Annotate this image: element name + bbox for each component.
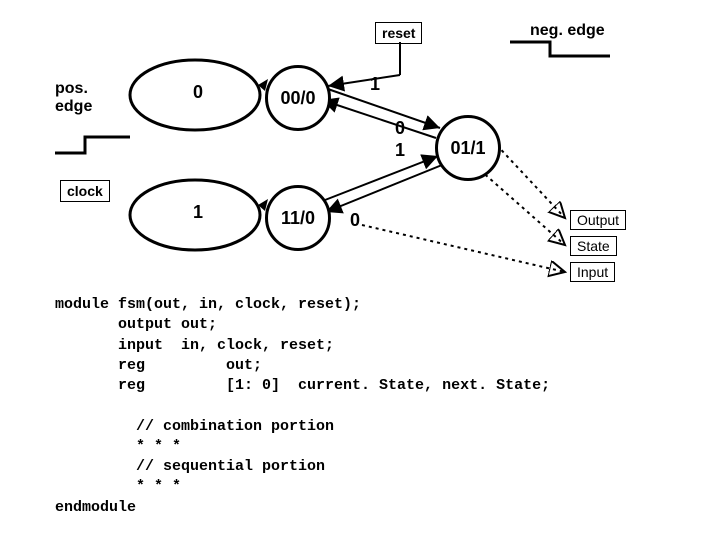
- code-l3: input in, clock, reset;: [55, 337, 334, 354]
- edge-00-01: [325, 88, 440, 128]
- code-l10: * * *: [55, 478, 181, 495]
- code-block: module fsm(out, in, clock, reset); outpu…: [55, 295, 550, 518]
- edge-01-00-label: 0: [395, 118, 405, 139]
- legend-output: Output: [570, 210, 626, 230]
- edge-01-11-label: 1: [395, 140, 405, 161]
- loop0-label: 0: [193, 82, 203, 103]
- state-00: 00/0: [265, 65, 331, 131]
- code-l9: // sequential portion: [55, 458, 325, 475]
- state-11: 11/0: [265, 185, 331, 251]
- edge-00-01-label: 1: [370, 74, 380, 95]
- loop1-label: 1: [193, 202, 203, 223]
- state-01-label: 01/1: [450, 138, 485, 159]
- code-l2: output out;: [55, 316, 217, 333]
- edge-11-01: [325, 156, 438, 200]
- code-l1: module fsm(out, in, clock, reset);: [55, 296, 361, 313]
- legend-input: Input: [570, 262, 615, 282]
- legend-output-arrow: [492, 140, 565, 218]
- legend-state: State: [570, 236, 617, 256]
- code-l5: reg [1: 0] current. State, next. State;: [55, 377, 550, 394]
- code-l11: endmodule: [55, 499, 136, 516]
- edge-11-01-label: 0: [350, 210, 360, 231]
- edge-01-00: [322, 100, 436, 138]
- edge-reset: [328, 75, 400, 86]
- state-11-label: 11/0: [281, 208, 315, 229]
- state-01: 01/1: [435, 115, 501, 181]
- code-l8: * * *: [55, 438, 181, 455]
- legend-input-arrow: [362, 225, 565, 272]
- edge-01-11: [326, 165, 442, 212]
- state-00-label: 00/0: [280, 88, 315, 109]
- legend-state-arrow: [480, 170, 565, 245]
- code-l4: reg out;: [55, 357, 262, 374]
- code-l7: // combination portion: [55, 418, 334, 435]
